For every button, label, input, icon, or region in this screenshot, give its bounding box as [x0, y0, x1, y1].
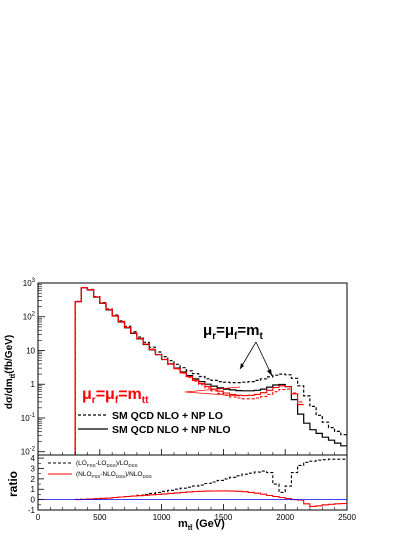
- upper-ylabel: dσ/dmtt̄(fb/GeV): [4, 335, 17, 409]
- upper-y-tick-label: 10-2: [21, 447, 36, 457]
- x-tick-label: 2500: [338, 513, 356, 522]
- ratio-series-1: [75, 490, 347, 507]
- x-tick-label: 1500: [215, 513, 233, 522]
- upper-y-tick-label: 10: [26, 346, 35, 355]
- lower-ylabel: ratio: [6, 471, 20, 497]
- annotation-mu-mtt: μr=μf=mtt: [82, 386, 149, 406]
- x-axis-label-main: m: [178, 518, 188, 530]
- ratio-y-tick-label: 1: [31, 485, 36, 494]
- x-axis-label-sub: tt̄: [188, 523, 193, 532]
- ratio-y-tick-label: 4: [31, 454, 36, 463]
- ratio-legend-label-lo: (LOFSS-LODSS)/LODSS: [76, 460, 138, 468]
- upper-y-tick-label: 103: [23, 278, 36, 288]
- x-axis-label: mtt̄ (GeV): [178, 518, 225, 532]
- upper-ylabel-unit: (fb/GeV): [4, 335, 15, 374]
- x-tick-label: 1000: [153, 513, 171, 522]
- upper-ylabel-sub: tt̄: [8, 373, 17, 378]
- annotation-mtt-arrow-1: [184, 386, 241, 393]
- x-tick-label: 0: [36, 513, 41, 522]
- x-axis-label-unit: (GeV): [195, 518, 225, 530]
- ratio-legend-label-nlo: (NLOFSS-NLODSS)/NLODSS: [76, 471, 152, 479]
- annotation-mt-arrow-2: [239, 341, 257, 370]
- annotation-mu-mt: μr=μf=mt: [203, 322, 264, 342]
- annotation-mt-arrowhead-2: [240, 363, 244, 369]
- lower-panel-frame: [37, 454, 348, 511]
- legend-label-np-nlo: SM QCD NLO + NP NLO: [112, 424, 231, 436]
- ratio-y-tick-label: 3: [31, 464, 36, 473]
- upper-y-tick-label: 1: [31, 380, 36, 389]
- annotation-mtt-arrow-2: [184, 391, 241, 397]
- x-tick-label: 500: [93, 513, 107, 522]
- x-tick-label: 2000: [276, 513, 294, 522]
- ratio-y-tick-label: 2: [31, 475, 36, 484]
- upper-y-tick-label: 102: [23, 312, 36, 322]
- ratio-y-tick-label: 0: [31, 496, 36, 505]
- upper-ylabel-main: dσ/dm: [4, 378, 15, 409]
- annotation-mt-arrowhead-1: [267, 369, 272, 376]
- legend-label-np-lo: SM QCD NLO + NP LO: [112, 410, 223, 422]
- upper-series-3: [74, 287, 304, 455]
- upper-y-tick-label: 10-1: [21, 413, 36, 423]
- ratio-y-tick-label: -1: [28, 506, 36, 515]
